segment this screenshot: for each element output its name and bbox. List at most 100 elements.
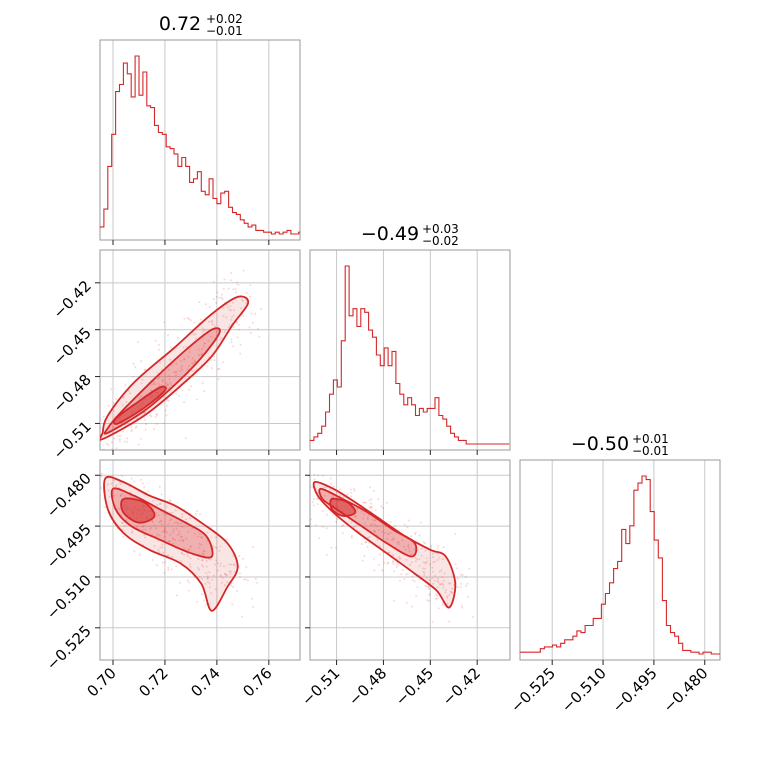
scatter-point (184, 378, 187, 380)
scatter-point (122, 430, 125, 433)
scatter-point (218, 564, 221, 567)
scatter-point (454, 563, 457, 566)
scatter-point (373, 557, 375, 560)
scatter-point (242, 578, 245, 581)
scatter-point (179, 535, 182, 538)
scatter-point (366, 546, 369, 548)
scatter-point (153, 381, 156, 384)
scatter-point (115, 484, 118, 487)
scatter-point (206, 577, 209, 580)
scatter-point (174, 509, 177, 512)
scatter-point (180, 360, 183, 363)
scatter-point (450, 591, 453, 594)
scatter-point (432, 582, 435, 585)
param-title-upper-1: +0.03 (422, 222, 459, 236)
scatter-point (190, 319, 192, 322)
scatter-point (391, 539, 393, 542)
scatter-point (342, 496, 345, 498)
scatter-point (413, 548, 416, 551)
histogram-1 (309, 265, 510, 445)
scatter-point (133, 550, 136, 553)
scatter-point (326, 513, 329, 516)
scatter-point (162, 512, 165, 515)
scatter-point (140, 395, 143, 398)
scatter-point (153, 544, 156, 547)
scatter-point (240, 307, 243, 310)
scatter-point (178, 369, 181, 372)
scatter-point (191, 369, 194, 372)
scatter-point (237, 323, 240, 326)
scatter-point (153, 383, 156, 386)
scatter-point (445, 588, 447, 591)
scatter-point (193, 321, 196, 324)
scatter-point (193, 359, 196, 362)
scatter-point (164, 531, 167, 533)
scatter-point (369, 506, 372, 509)
scatter-point (171, 542, 174, 545)
scatter-point (179, 522, 182, 525)
scatter-point (363, 522, 366, 525)
scatter-point (413, 580, 416, 583)
scatter-point (422, 561, 425, 564)
scatter-point (181, 389, 184, 392)
scatter-point (213, 359, 216, 362)
scatter-point (161, 531, 164, 534)
scatter-point (113, 494, 116, 497)
scatter-point (229, 570, 232, 573)
scatter-point (370, 506, 373, 509)
scatter-point (167, 399, 170, 402)
scatter-point (349, 488, 352, 491)
scatter-point (90, 498, 92, 500)
scatter-point (215, 559, 218, 562)
scatter-point (223, 278, 226, 281)
scatter-point (410, 535, 413, 538)
scatter-point (187, 355, 190, 358)
scatter-point (446, 596, 449, 599)
scatter-point (220, 562, 222, 565)
scatter-point (408, 550, 411, 553)
scatter-point (219, 545, 222, 548)
scatter-point (350, 495, 353, 498)
scatter-point (140, 360, 143, 363)
scatter-point (119, 440, 121, 443)
scatter-point (437, 581, 440, 584)
scatter-point (114, 485, 117, 488)
scatter-point (172, 528, 175, 531)
scatter-point (208, 582, 211, 585)
scatter-point (232, 309, 235, 312)
scatter-point (208, 306, 211, 308)
scatter-point (188, 351, 191, 354)
param-title-1: −0.49 (361, 223, 419, 245)
scatter-point (93, 426, 95, 428)
scatter-point (86, 405, 88, 407)
scatter-point (311, 501, 314, 504)
scatter-point (214, 546, 217, 549)
scatter-point (313, 473, 316, 476)
scatter-point (202, 565, 205, 568)
x-tick-label: 0.70 (83, 664, 119, 700)
scatter-point (224, 572, 227, 575)
scatter-point (123, 440, 126, 443)
scatter-point (438, 570, 441, 573)
y-tick-label: −0.48 (50, 371, 95, 416)
scatter-point (459, 586, 462, 589)
scatter-point (310, 486, 312, 489)
scatter-point (228, 308, 231, 311)
scatter-point (183, 358, 186, 361)
scatter-point (438, 556, 441, 559)
scatter-point (250, 597, 253, 600)
scatter-point (169, 358, 172, 361)
scatter-point (129, 491, 132, 494)
scatter-point (181, 515, 184, 518)
scatter-point (151, 521, 154, 524)
x-tick-label: −0.480 (660, 664, 712, 716)
scatter-point (254, 577, 257, 580)
scatter-point (374, 509, 377, 512)
scatter-point (376, 538, 379, 541)
scatter-point (177, 337, 180, 339)
scatter-point (436, 597, 439, 600)
scatter-point (356, 507, 358, 510)
param-title-2: −0.50 (571, 433, 629, 455)
scatter-point (447, 582, 450, 585)
scatter-point (436, 586, 439, 589)
